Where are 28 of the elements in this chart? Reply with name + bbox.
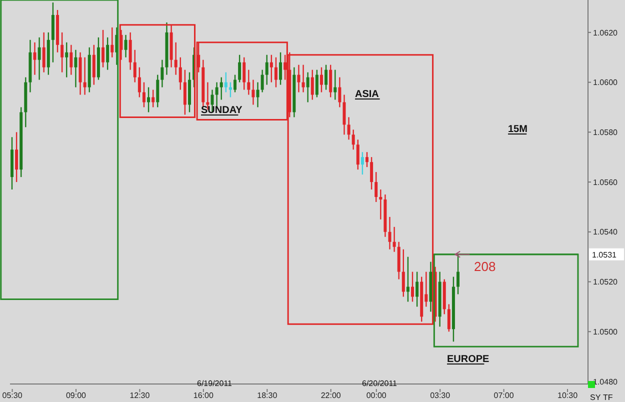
annotation: ASIA [355, 89, 379, 100]
x-tick-label: 16:00 [193, 391, 214, 400]
y-tick-label: 1.0600 [593, 78, 618, 88]
annotation: SUNDAY [201, 105, 243, 116]
text: SY [590, 393, 602, 402]
x-tick-label: 07:00 [494, 391, 514, 400]
y-tick-label: 1.0620 [593, 28, 618, 38]
x-tick-label: 05:30 [2, 391, 23, 400]
x-tick-label: 18:30 [257, 391, 278, 400]
x-tick-label: 03:30 [430, 391, 451, 400]
y-tick-label: 1.0580 [593, 128, 618, 137]
x-tick-label: 12:30 [130, 391, 150, 400]
annotation: 6/20/2011 [362, 379, 398, 388]
x-tick-label: 10:30 [558, 391, 578, 400]
annotation: EUROPE [447, 354, 490, 365]
y-tick-label: 1.0520 [593, 278, 618, 287]
x-tick-label: 00:00 [366, 391, 387, 400]
annotation: 208 [474, 259, 496, 274]
y-tick-label: 1.0540 [593, 228, 618, 237]
y-tick-label: 1.0480 [593, 377, 618, 386]
ref-line-label: 1.0531 [592, 250, 618, 260]
annotation: 6/19/2011 [197, 379, 233, 388]
annotation: 15M [508, 124, 528, 135]
x-tick-label: 22:00 [320, 391, 342, 400]
x-tick-label: 09:00 [66, 391, 87, 400]
y-tick-label: 1.0560 [593, 178, 618, 187]
text: TF [603, 393, 613, 402]
y-tick-label: 1.0500 [593, 327, 618, 336]
